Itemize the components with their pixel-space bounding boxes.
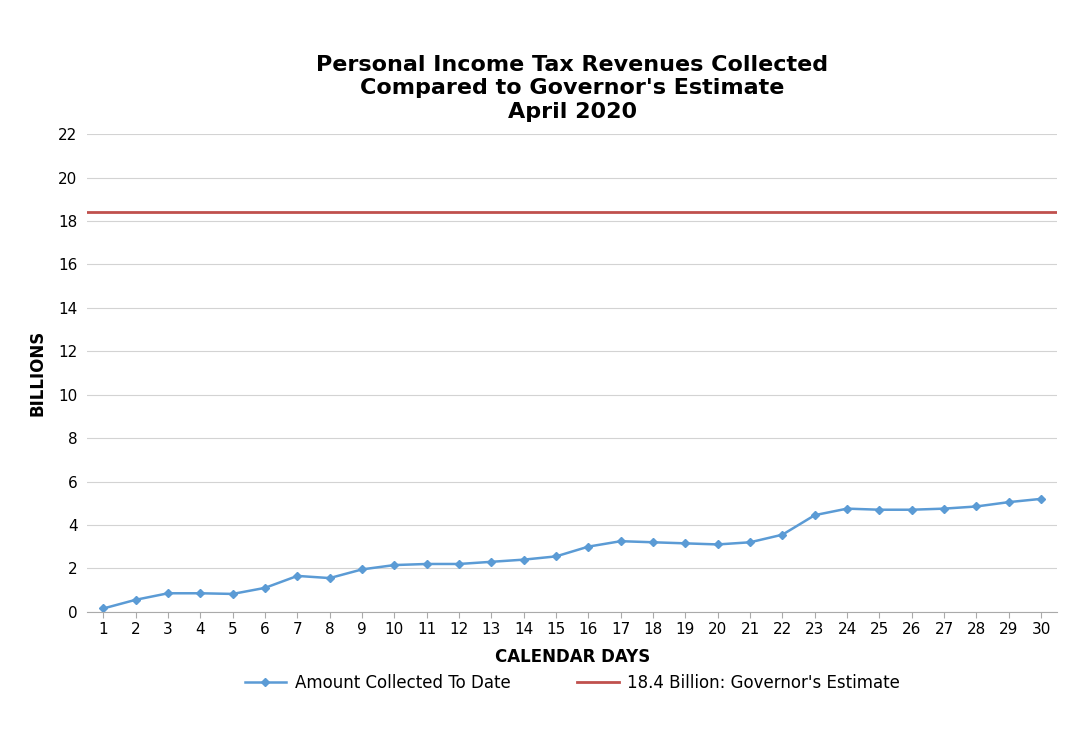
Amount Collected To Date xyxy=(937,504,950,513)
Amount Collected To Date xyxy=(711,540,724,549)
Amount Collected To Date xyxy=(324,574,337,583)
Title: Personal Income Tax Revenues Collected
Compared to Governor's Estimate
April 202: Personal Income Tax Revenues Collected C… xyxy=(316,55,828,122)
Amount Collected To Date xyxy=(615,536,628,545)
Amount Collected To Date xyxy=(485,557,498,566)
Amount Collected To Date xyxy=(388,560,401,569)
Amount Collected To Date xyxy=(97,604,110,613)
18.4 Billion: Governor's Estimate: (1, 18.4): Governor's Estimate: (1, 18.4) xyxy=(97,208,110,217)
Amount Collected To Date xyxy=(291,571,304,580)
Amount Collected To Date xyxy=(227,589,240,598)
Amount Collected To Date xyxy=(873,505,886,514)
Amount Collected To Date xyxy=(743,538,756,547)
Amount Collected To Date xyxy=(809,511,822,520)
Amount Collected To Date xyxy=(905,505,918,514)
Amount Collected To Date xyxy=(258,583,271,592)
18.4 Billion: Governor's Estimate: (0, 18.4): Governor's Estimate: (0, 18.4) xyxy=(64,208,77,217)
Amount Collected To Date xyxy=(518,555,531,564)
Y-axis label: BILLIONS: BILLIONS xyxy=(29,330,47,416)
Amount Collected To Date xyxy=(582,542,595,551)
Line: Amount Collected To Date: Amount Collected To Date xyxy=(100,496,1044,611)
Legend: Amount Collected To Date, 18.4 Billion: Governor's Estimate: Amount Collected To Date, 18.4 Billion: … xyxy=(238,668,907,699)
Amount Collected To Date xyxy=(129,595,142,604)
Amount Collected To Date xyxy=(840,504,853,513)
Amount Collected To Date xyxy=(421,560,434,568)
Amount Collected To Date xyxy=(1034,495,1047,504)
Amount Collected To Date xyxy=(549,552,562,561)
Amount Collected To Date xyxy=(1003,498,1016,507)
Amount Collected To Date xyxy=(194,589,207,598)
Amount Collected To Date xyxy=(646,538,659,547)
Amount Collected To Date xyxy=(452,560,465,568)
X-axis label: CALENDAR DAYS: CALENDAR DAYS xyxy=(495,648,650,666)
Amount Collected To Date xyxy=(776,530,789,539)
Amount Collected To Date xyxy=(355,565,368,574)
Amount Collected To Date xyxy=(970,502,983,511)
Amount Collected To Date xyxy=(161,589,174,598)
Amount Collected To Date xyxy=(679,539,692,548)
